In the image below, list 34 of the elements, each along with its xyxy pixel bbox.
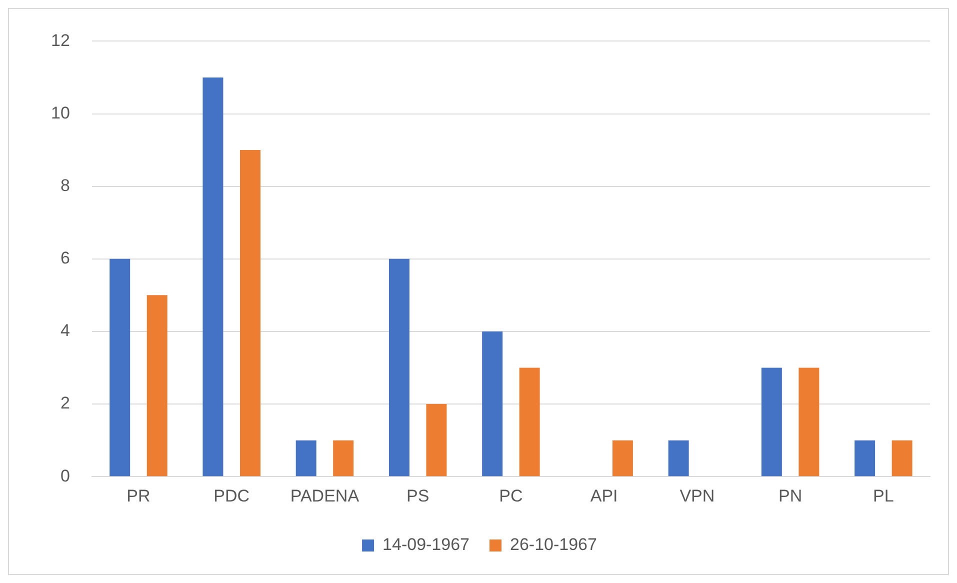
bar (146, 295, 168, 476)
y-tick-label: 12 (50, 30, 70, 50)
bar (388, 258, 410, 476)
legend-label: 14-09-1967 (382, 535, 470, 554)
y-tick-label: 6 (60, 248, 70, 268)
y-tick-label: 8 (60, 176, 70, 196)
bar (333, 440, 354, 476)
bar (892, 440, 912, 476)
bar (668, 440, 689, 476)
x-tick-label: PR (126, 486, 150, 506)
x-tick-label: PL (873, 486, 894, 506)
x-tick-label: API (590, 486, 618, 506)
x-tick-label: PADENA (290, 486, 360, 506)
y-tick-label: 4 (60, 321, 70, 340)
x-tick-label: PS (406, 486, 430, 506)
x-tick-label: PC (499, 486, 523, 506)
x-tick-label: VPN (680, 486, 715, 506)
y-tick-label: 10 (50, 103, 70, 122)
legend-label: 26-10-1967 (510, 535, 597, 554)
bar (296, 440, 316, 476)
bar (240, 150, 260, 476)
bar (426, 404, 447, 476)
bar (761, 368, 782, 476)
bar (482, 331, 503, 476)
x-tick-label: PN (778, 486, 802, 506)
bar (612, 440, 633, 476)
y-tick-label: 2 (60, 394, 70, 413)
bar (110, 258, 130, 476)
bar (798, 368, 820, 476)
y-tick-label: 0 (60, 466, 70, 486)
bar (519, 368, 540, 476)
x-tick-label: PDC (214, 486, 250, 506)
bar (854, 440, 876, 476)
bar (202, 77, 224, 476)
